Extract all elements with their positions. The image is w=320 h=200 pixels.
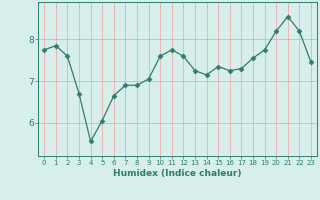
X-axis label: Humidex (Indice chaleur): Humidex (Indice chaleur) <box>113 169 242 178</box>
